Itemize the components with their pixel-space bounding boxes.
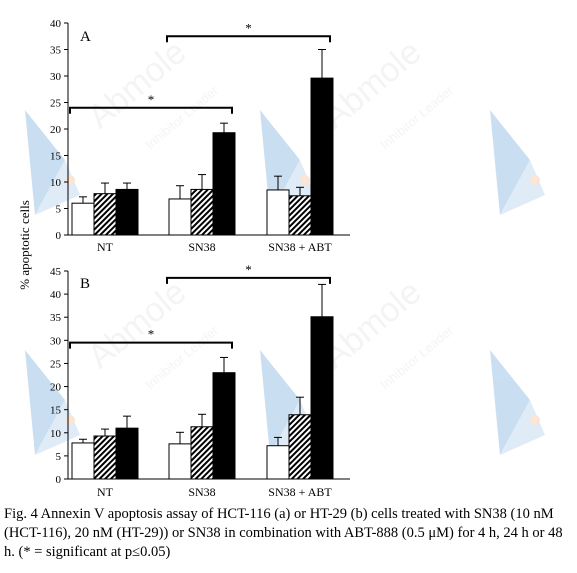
bar: [288, 414, 312, 480]
watermark-shape: [25, 110, 65, 215]
bar: [93, 193, 117, 236]
bar: [266, 189, 290, 236]
y-tick-label: 10: [50, 428, 62, 440]
watermark-dot: [300, 175, 310, 185]
watermark-shape: [500, 160, 545, 215]
watermark-dot: [530, 415, 540, 425]
significance-marker: *: [245, 20, 252, 35]
bar: [71, 442, 95, 480]
y-tick-label: 10: [50, 177, 62, 189]
y-tick-label: 30: [50, 71, 62, 83]
y-tick-label: 20: [50, 382, 62, 394]
category-label: SN38: [188, 485, 215, 499]
watermark-shape: [500, 400, 545, 455]
bar: [288, 195, 312, 236]
category-label: SN38 + ABT: [268, 485, 332, 499]
bar: [310, 316, 334, 480]
y-tick-label: 25: [50, 358, 62, 370]
significance-bracket: [69, 106, 233, 114]
watermark-shape: [260, 110, 300, 215]
y-tick-label: 40: [50, 289, 62, 301]
category-label: SN38 + ABT: [268, 240, 332, 254]
significance-bracket: [166, 35, 331, 43]
watermark-shape: [35, 400, 80, 455]
y-tick-label: 0: [56, 474, 62, 486]
significance-marker: *: [148, 327, 155, 342]
chart-panel-B: 0 5 10 15 20 25 30 35 40 45 B NT SN38 SN38 + ABT * *: [50, 262, 350, 499]
watermark-shape: [260, 350, 300, 455]
watermark-logo: [490, 110, 545, 215]
y-tick-label: 25: [50, 98, 62, 110]
y-tick-label: 45: [50, 266, 62, 278]
bar: [212, 372, 236, 480]
bar: [212, 132, 236, 236]
bar: [168, 198, 192, 236]
watermark-dot: [530, 175, 540, 185]
y-tick-label: 15: [50, 405, 62, 417]
category-label: SN38: [188, 240, 215, 254]
watermark-logo: [490, 350, 545, 455]
y-tick-label: 0: [56, 230, 62, 242]
significance-marker: *: [148, 92, 155, 107]
bar: [115, 188, 139, 236]
watermark-shape: [35, 160, 80, 215]
figure-caption: Fig. 4 Annexin V apoptosis assay of HCT-…: [4, 506, 563, 560]
figure: Abmole Inhibitor Leader Abmole Inhibitor Le…: [17, 18, 545, 499]
panel-letter: A: [80, 29, 91, 45]
significance-bracket: [166, 276, 331, 284]
y-tick-label: 35: [50, 312, 62, 324]
watermark-shape: [25, 350, 65, 455]
bar: [190, 426, 214, 480]
chart-panel-A: 0 5 10 15 20 25 30 35 40 A NT SN38 SN38 + ABT * *: [50, 18, 350, 254]
watermark-shape: [490, 350, 530, 455]
bar: [190, 188, 214, 236]
y-tick-label: 35: [50, 45, 62, 57]
significance-bracket: [69, 341, 233, 349]
bar: [266, 445, 290, 480]
bar: [168, 443, 192, 480]
y-tick-label: 40: [50, 18, 62, 30]
bar: [71, 202, 95, 236]
panel-letter: B: [80, 276, 90, 292]
y-tick-label: 5: [56, 204, 62, 216]
y-axis-label: % apoptotic cells: [17, 200, 32, 290]
bar: [310, 77, 334, 236]
y-tick-label: 5: [56, 451, 62, 463]
watermark-dot: [65, 175, 75, 185]
y-tick-label: 30: [50, 335, 62, 347]
y-tick-label: 15: [50, 151, 62, 163]
bar: [115, 427, 139, 480]
y-tick-label: 20: [50, 124, 62, 136]
watermark-shape: [490, 110, 530, 215]
watermark-dot: [65, 415, 75, 425]
category-label: NT: [97, 485, 114, 499]
significance-marker: *: [245, 262, 252, 277]
bar: [93, 435, 117, 480]
category-label: NT: [97, 240, 114, 254]
